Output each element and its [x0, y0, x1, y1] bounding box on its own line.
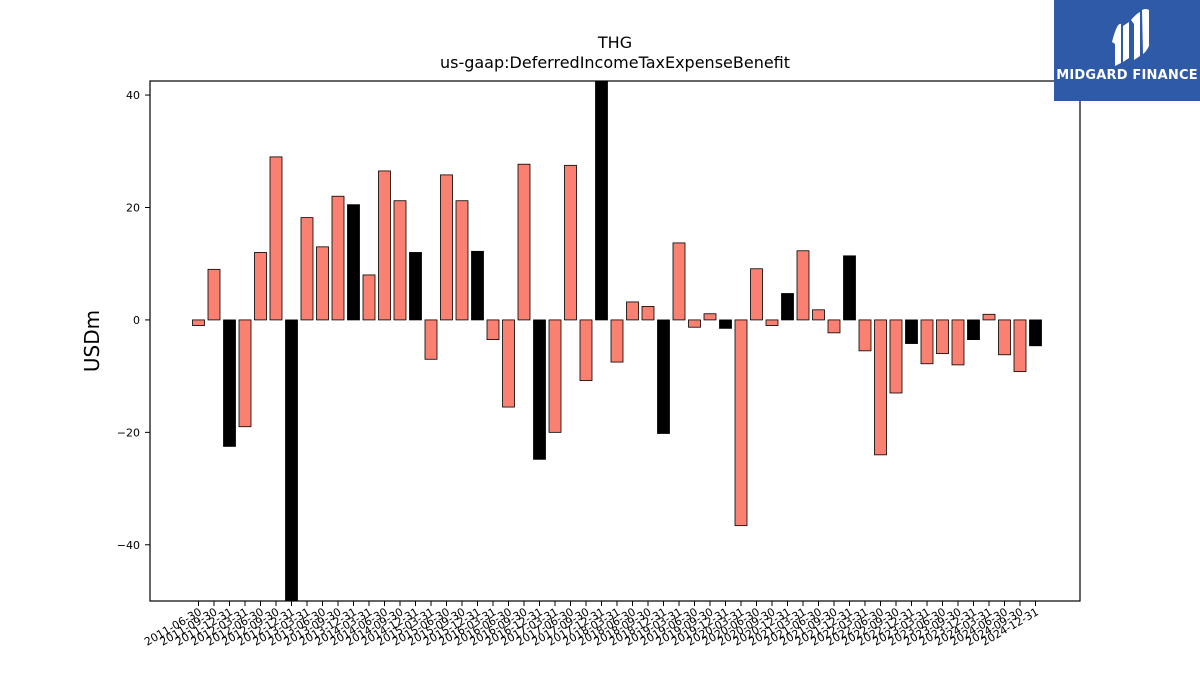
bar-2021-03-31: [796, 250, 810, 321]
bar-2022-06-30: [874, 319, 887, 456]
bar-2020-12-31: [781, 293, 794, 321]
bar-2020-09-30: [765, 319, 779, 326]
bar-2019-09-30: [703, 313, 717, 321]
bar-2015-09-30: [455, 200, 469, 321]
bar-2012-09-30: [269, 156, 283, 321]
bar-2018-03-31: [610, 319, 624, 363]
bar-2024-03-31: [982, 313, 996, 321]
bar-2015-06-30: [440, 174, 453, 321]
y-tick-label: −40: [117, 539, 140, 552]
bar-2023-12-31: [967, 319, 980, 340]
plot-frame: [149, 80, 1081, 602]
bar-2023-03-31: [920, 319, 934, 365]
bar-2022-09-30: [889, 319, 903, 394]
y-tick-label: 0: [133, 314, 140, 327]
bar-2021-09-30: [827, 319, 841, 334]
bar-2018-12-31: [657, 319, 670, 434]
bar-2018-06-30: [626, 301, 639, 321]
brand-logo: MIDGARD FINANCE: [1054, 0, 1200, 101]
bar-2023-06-30: [936, 319, 949, 355]
y-axis: −40 −20 0 20 40: [117, 89, 150, 552]
brand-name: MIDGARD FINANCE: [1056, 68, 1198, 83]
bar-2019-06-30: [688, 319, 701, 328]
y-tick-label: 40: [126, 89, 140, 102]
bar-2020-03-31: [734, 319, 748, 527]
bar-2019-12-31: [719, 319, 732, 329]
bar-2017-03-31: [548, 319, 562, 433]
chart-subtitle: us-gaap:DeferredIncomeTaxExpenseBenefit: [440, 53, 790, 72]
bar-2016-12-31: [533, 319, 546, 460]
bar-2024-06-30: [998, 319, 1011, 356]
bar-2015-03-31: [424, 319, 438, 360]
bar-2023-09-30: [951, 319, 965, 366]
bar-2015-12-31: [471, 250, 484, 321]
bar-2014-09-30: [393, 200, 407, 321]
y-tick-label: 20: [126, 201, 140, 214]
bar-2024-12-31: [1029, 319, 1042, 347]
bar-2024-09-30: [1013, 319, 1027, 373]
midgard-logo-icon: [1112, 9, 1149, 66]
y-tick-label: −20: [117, 426, 140, 439]
bar-2014-12-31: [409, 252, 422, 321]
bar-2012-06-30: [254, 252, 267, 321]
bar-2016-09-30: [517, 163, 531, 321]
bars-group: [192, 81, 1042, 601]
bar-2016-06-30: [502, 319, 515, 408]
bar-2017-12-31: [595, 81, 608, 321]
bar-2012-03-31: [238, 319, 252, 428]
bar-2014-03-31: [362, 274, 376, 321]
x-axis: 2011-06-302011-09-302011-12-312012-03-31…: [142, 601, 1041, 649]
bar-2013-09-30: [331, 195, 345, 321]
bar-2011-09-30: [207, 268, 221, 321]
chart-title: THG: [597, 33, 632, 52]
bar-2022-03-31: [858, 319, 872, 352]
bar-2011-06-30: [192, 319, 205, 326]
y-axis-label: USDm: [80, 310, 104, 372]
bar-2018-09-30: [641, 306, 655, 321]
bar-2013-12-31: [347, 204, 360, 321]
bar-2021-12-31: [843, 255, 856, 321]
bar-2014-06-30: [378, 170, 391, 321]
bar-2017-09-30: [579, 319, 593, 382]
bar-2016-03-31: [486, 319, 500, 340]
bar-2019-03-31: [672, 242, 686, 321]
bar-2021-06-30: [812, 309, 825, 321]
bar-2017-06-30: [564, 164, 577, 321]
bar-2013-06-30: [316, 246, 329, 321]
bar-2012-12-31: [285, 319, 298, 601]
bar-2013-03-31: [300, 217, 314, 321]
bar-2022-12-31: [905, 319, 918, 344]
bar-2020-06-30: [750, 268, 763, 321]
bar-2011-12-31: [223, 319, 236, 447]
